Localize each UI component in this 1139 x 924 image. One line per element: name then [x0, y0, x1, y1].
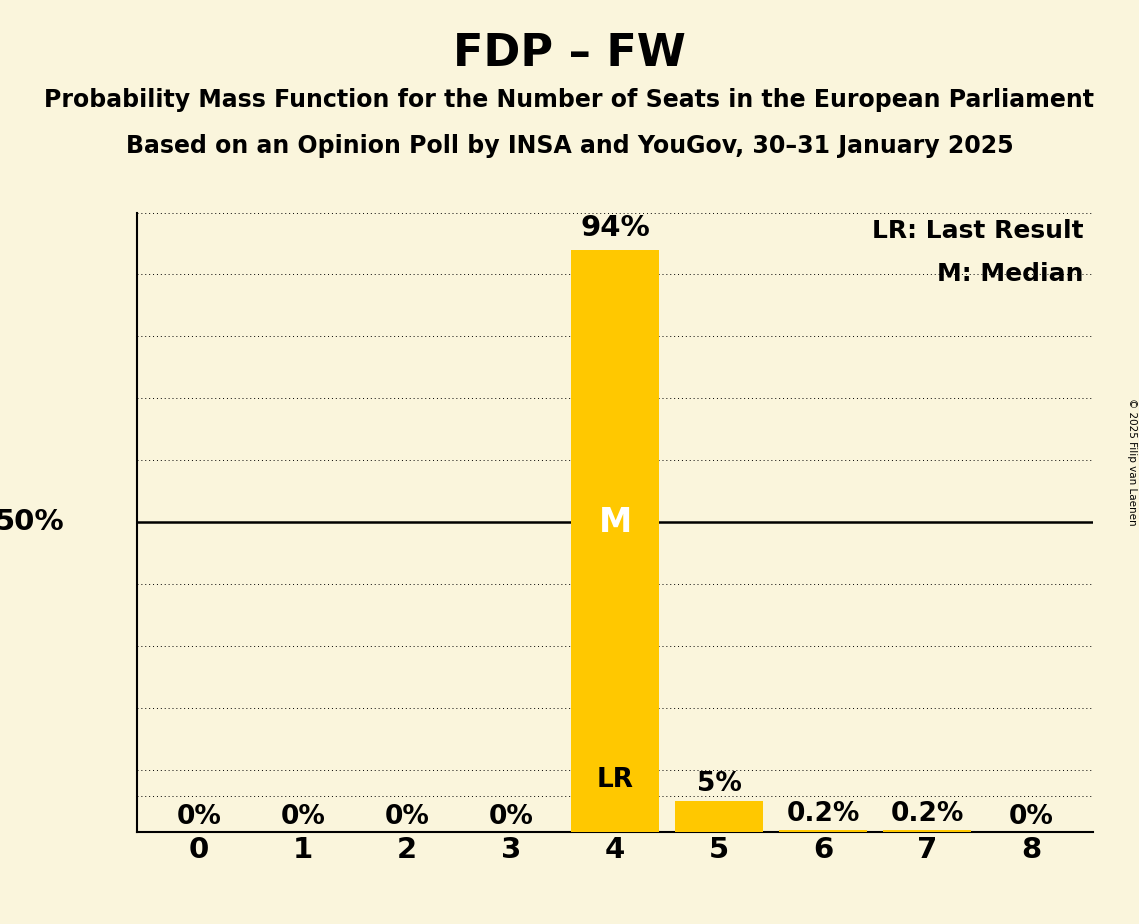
- Text: 0%: 0%: [280, 804, 326, 830]
- Text: © 2025 Filip van Laenen: © 2025 Filip van Laenen: [1126, 398, 1137, 526]
- Bar: [779, 831, 867, 832]
- Text: Probability Mass Function for the Number of Seats in the European Parliament: Probability Mass Function for the Number…: [44, 88, 1095, 112]
- Text: 94%: 94%: [580, 214, 650, 242]
- Text: M: M: [598, 505, 632, 539]
- Bar: [674, 800, 763, 832]
- Bar: [571, 249, 659, 832]
- Text: FDP – FW: FDP – FW: [453, 32, 686, 76]
- Text: M: Median: M: Median: [937, 262, 1084, 286]
- Text: 50%: 50%: [0, 508, 65, 536]
- Text: 0%: 0%: [1009, 804, 1054, 830]
- Text: LR: LR: [597, 767, 633, 793]
- Text: 0%: 0%: [177, 804, 221, 830]
- Text: 0%: 0%: [489, 804, 533, 830]
- Text: 0.2%: 0.2%: [891, 801, 964, 827]
- Text: LR: Last Result: LR: Last Result: [872, 219, 1084, 243]
- Text: Based on an Opinion Poll by INSA and YouGov, 30–31 January 2025: Based on an Opinion Poll by INSA and You…: [125, 134, 1014, 158]
- Bar: [883, 831, 972, 832]
- Text: 5%: 5%: [697, 771, 741, 796]
- Text: 0%: 0%: [385, 804, 429, 830]
- Text: 0.2%: 0.2%: [786, 801, 860, 827]
